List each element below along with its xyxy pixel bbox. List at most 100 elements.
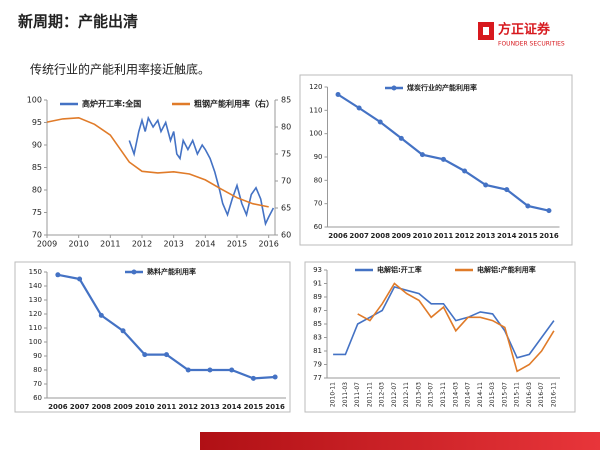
- x-tick-label: 2014: [222, 403, 242, 411]
- x-tick-label: 2015-03: [489, 382, 496, 407]
- y-tick-label: 60: [314, 223, 323, 231]
- y-tick-label: 70: [33, 380, 42, 388]
- x-tick-label: 2013: [163, 240, 183, 249]
- point: [272, 374, 278, 380]
- legend-label: 电解铝:产能利用率: [477, 265, 536, 274]
- x-tick-label: 2015: [244, 403, 264, 411]
- x-tick-label: 2011: [100, 240, 120, 249]
- x-tick-label: 2016-07: [538, 382, 545, 407]
- x-tick-label: 2014-11: [477, 382, 484, 407]
- y-tick-label: 120: [29, 310, 42, 318]
- point: [229, 367, 235, 373]
- point: [120, 328, 126, 334]
- x-tick-label: 2014-03: [452, 382, 459, 407]
- x-tick-label: 2010: [68, 240, 88, 249]
- x-tick-label: 2012: [132, 240, 152, 249]
- point: [504, 187, 510, 193]
- x-tick-label: 2009: [392, 232, 412, 240]
- point: [356, 105, 362, 111]
- x-tick-label: 2016-03: [526, 382, 533, 407]
- y2-tick-label: 60: [281, 231, 291, 240]
- series-line: [333, 285, 555, 359]
- legend-label: 高炉开工率:全国: [82, 99, 141, 109]
- point: [462, 168, 468, 174]
- y2-tick-label: 80: [281, 123, 291, 132]
- point: [164, 352, 169, 358]
- y-tick-label: 70: [32, 231, 42, 240]
- series-line: [357, 282, 555, 373]
- series-line: [46, 116, 269, 208]
- y-tick-label: 80: [32, 186, 42, 195]
- y2-tick-label: 65: [281, 204, 291, 213]
- y2-tick-label: 70: [281, 177, 291, 186]
- x-tick-label: 2012: [178, 403, 198, 411]
- y-tick-label: 80: [314, 176, 323, 184]
- point: [185, 367, 191, 373]
- series-line: [337, 93, 550, 212]
- y-tick-label: 85: [32, 163, 42, 172]
- chart-frame: [14, 261, 291, 413]
- x-tick-label: 2011-11: [366, 382, 373, 407]
- x-tick-label: 2016: [265, 403, 285, 411]
- legend-swatch-dot: [131, 269, 137, 275]
- y-tick-label: 100: [309, 130, 322, 138]
- y-tick-label: 91: [313, 280, 322, 288]
- y-tick-label: 81: [313, 347, 322, 355]
- y-tick-label: 90: [314, 153, 323, 161]
- point: [525, 203, 531, 209]
- point: [546, 208, 552, 214]
- legend-label: 煤炭行业的产能利用率: [407, 83, 477, 92]
- x-tick-label: 2014-07: [465, 382, 472, 407]
- x-tick-label: 2007: [70, 403, 90, 411]
- x-tick-label: 2006: [328, 232, 348, 240]
- x-tick-label: 2016-11: [550, 382, 557, 407]
- y-tick-label: 140: [29, 282, 42, 290]
- y-tick-label: 85: [313, 320, 322, 328]
- point: [483, 182, 489, 188]
- x-tick-label: 2012-07: [391, 382, 398, 407]
- x-tick-label: 2010: [413, 232, 433, 240]
- y-tick-label: 110: [309, 106, 322, 114]
- x-tick-label: 2009: [113, 403, 133, 411]
- y-tick-label: 95: [32, 118, 42, 127]
- footer-bar: [200, 432, 600, 450]
- y-tick-label: 83: [313, 334, 322, 342]
- x-tick-label: 2006: [48, 403, 68, 411]
- y-tick-label: 70: [314, 200, 323, 208]
- point: [335, 91, 341, 97]
- x-tick-label: 2008: [92, 403, 112, 411]
- x-tick-label: 2014: [497, 232, 517, 240]
- y-tick-label: 100: [27, 96, 42, 105]
- y-tick-label: 120: [309, 83, 322, 91]
- logo-text: 方正证券: [498, 22, 551, 38]
- x-tick-label: 2008: [370, 232, 390, 240]
- chart-frame: [299, 74, 573, 246]
- logo-en: FOUNDER SECURITIES: [498, 41, 565, 48]
- x-tick-label: 2013-07: [428, 382, 435, 407]
- y-tick-label: 150: [29, 268, 42, 276]
- y2-tick-label: 85: [281, 96, 291, 105]
- series-line: [57, 273, 276, 380]
- y-tick-label: 93: [313, 266, 322, 274]
- point: [77, 276, 83, 282]
- x-tick-label: 2014: [195, 240, 215, 249]
- y-tick-label: 130: [29, 296, 42, 304]
- point: [142, 352, 148, 358]
- x-tick-label: 2011: [434, 232, 454, 240]
- chart-frame: [304, 261, 576, 413]
- legend-label: 电解铝:开工率: [377, 265, 422, 274]
- point: [98, 312, 104, 318]
- y-tick-label: 77: [313, 374, 322, 382]
- legend-swatch-dot: [391, 85, 397, 91]
- x-tick-label: 2010-11: [330, 382, 337, 407]
- y-tick-label: 80: [33, 366, 42, 374]
- y2-tick-label: 75: [281, 150, 291, 159]
- point: [398, 135, 404, 141]
- x-tick-label: 2016: [258, 240, 278, 249]
- x-tick-label: 2011-03: [342, 382, 349, 407]
- x-tick-label: 2011-07: [354, 382, 361, 407]
- x-tick-label: 2012: [455, 232, 475, 240]
- x-tick-label: 2015: [518, 232, 538, 240]
- x-tick-label: 2013: [476, 232, 496, 240]
